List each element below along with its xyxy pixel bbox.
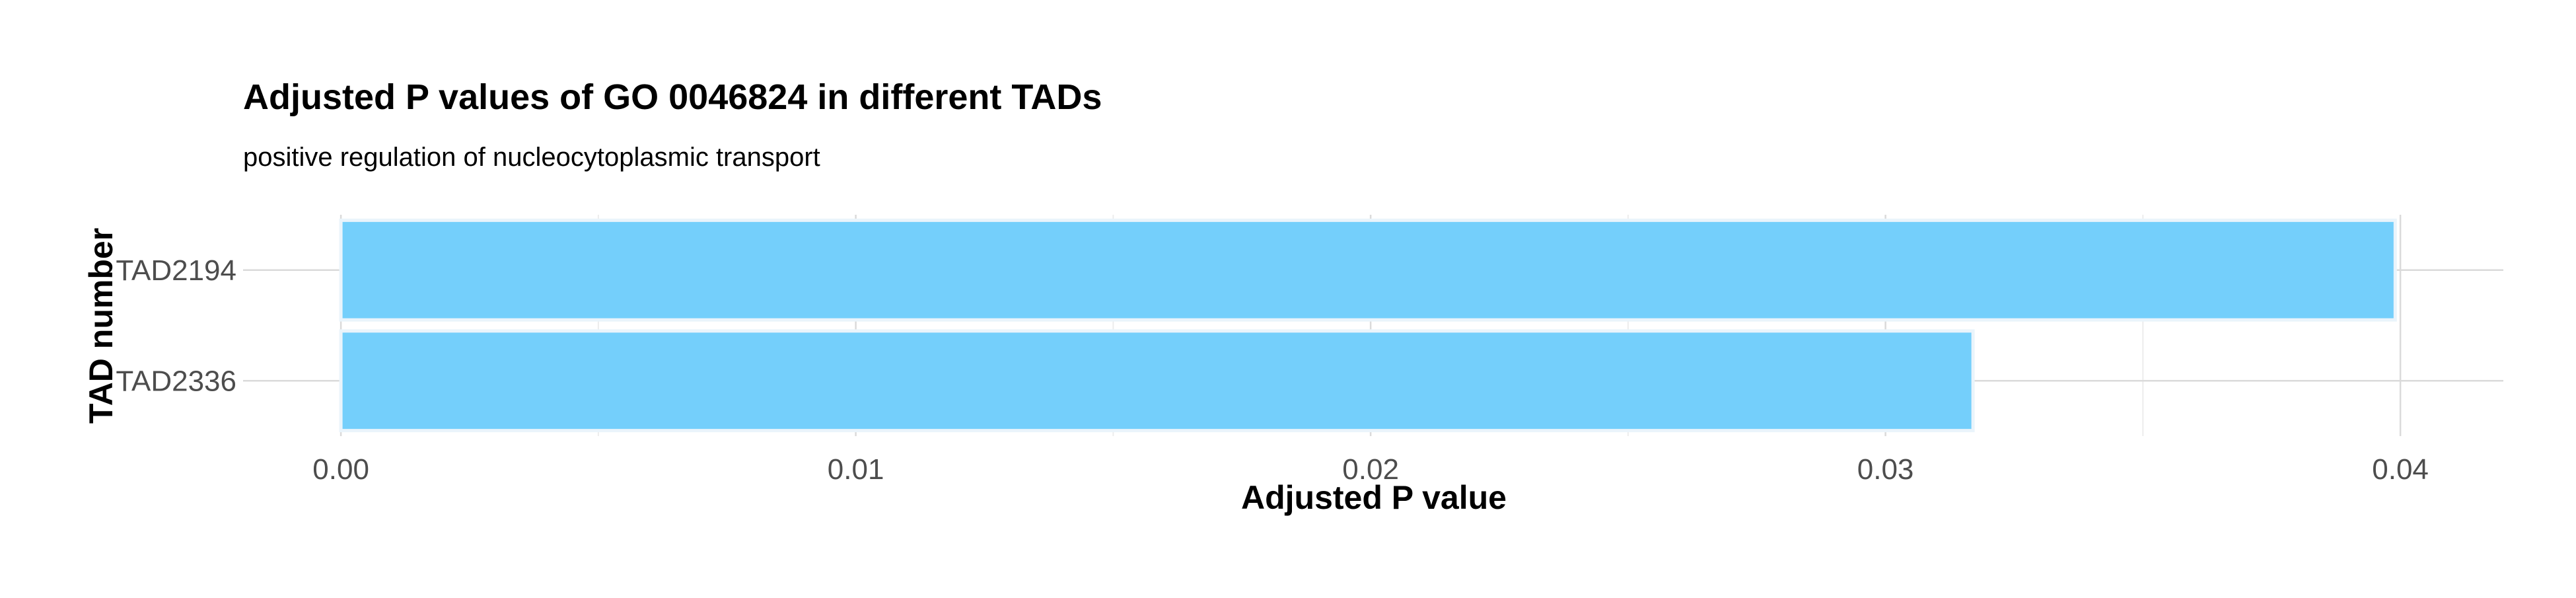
y-axis-title: TAD number [83,228,120,424]
x-tick-label: 0.04 [2372,453,2429,486]
bar-tad2336 [339,329,1975,433]
y-tick-label: TAD2194 [116,254,236,287]
bar-tad2194 [339,218,2397,322]
x-tick-label: 0.01 [828,453,884,486]
y-tick-label: TAD2336 [116,365,236,397]
x-axis-title: Adjusted P value [1241,479,1507,516]
x-axis-ticks: 0.00 0.01 0.02 0.03 0.04 [312,453,2429,486]
chart-subtitle: positive regulation of nucleocytoplasmic… [243,143,820,172]
chart-title: Adjusted P values of GO 0046824 in diffe… [243,77,1102,117]
x-tick-label: 0.02 [1342,453,1399,486]
y-axis-ticks: TAD2194 TAD2336 [116,254,236,398]
x-tick-label: 0.00 [312,453,369,486]
x-tick-label: 0.03 [1857,453,1914,486]
bars [339,218,2397,433]
